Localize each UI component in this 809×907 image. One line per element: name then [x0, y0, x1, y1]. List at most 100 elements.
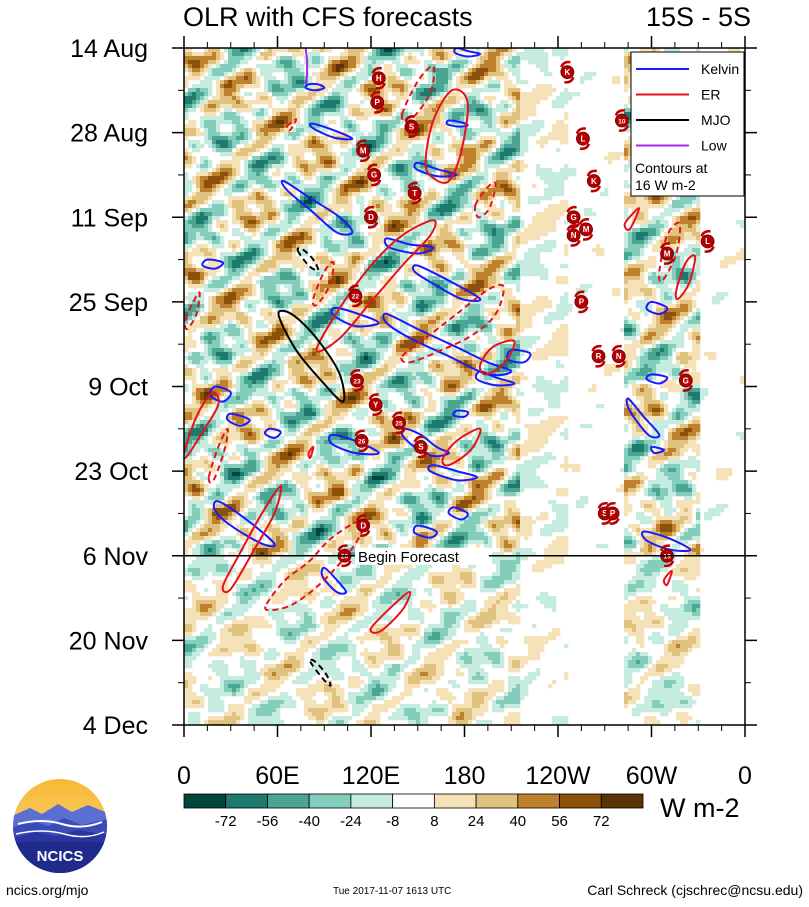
- legend-entry-label: ER: [701, 87, 720, 103]
- storm-label: T: [412, 189, 417, 198]
- storm-tail: [574, 290, 589, 314]
- colorbar-swatch: [308, 793, 352, 809]
- storm-marker: S: [413, 435, 429, 459]
- storm-marker: L: [700, 230, 715, 253]
- storm-icon: [566, 228, 581, 243]
- storm-icon: [700, 234, 715, 249]
- kelvin-contour: [474, 370, 516, 387]
- y-tick-label: 28 Aug: [70, 120, 148, 148]
- storm-tail: [404, 115, 419, 138]
- colorbar-swatch: [183, 793, 227, 809]
- x-tick-label: 180: [444, 762, 486, 790]
- legend-note: 16 W m-2: [635, 177, 696, 193]
- colorbar-swatch: [350, 793, 394, 809]
- colorbar-swatch: [433, 793, 477, 809]
- storm-label: 23: [353, 378, 361, 385]
- storm-marker: M: [659, 242, 675, 265]
- storm-tail: [575, 127, 591, 151]
- storm-tail: [566, 223, 581, 247]
- storm-marker: S: [404, 115, 419, 138]
- kelvin-contour: [308, 122, 354, 141]
- storm-label: S: [409, 122, 415, 131]
- storm-icon: [605, 506, 620, 521]
- storm-marker: M: [578, 217, 594, 241]
- storm-marker: P: [370, 91, 385, 114]
- kelvin-contour: [412, 524, 438, 539]
- colorbar-tick-label: -8: [386, 813, 399, 830]
- kelvin-contour: [645, 373, 669, 385]
- x-tick-label: 0: [177, 762, 191, 790]
- legend-note: Contours at: [635, 160, 707, 176]
- storm-label: S: [602, 509, 608, 518]
- kelvin-contour: [445, 119, 469, 128]
- colorbar-tick-label: -24: [340, 813, 362, 830]
- kelvin-contour: [625, 397, 661, 439]
- axes: 0 60E 120E 180 120W 60W 0 14 Aug 28 Aug 11 Sep 25 …: [69, 35, 757, 790]
- y-tick-label: 9 Oct: [88, 374, 148, 402]
- storm-tail: [368, 393, 383, 417]
- storm-icon: [591, 349, 606, 364]
- colorbar-swatch: [475, 793, 519, 809]
- storm-tail: [348, 284, 363, 308]
- storm-marker: 25: [391, 411, 407, 435]
- kelvin-contour: [506, 348, 532, 364]
- storm-label: 25: [395, 421, 403, 428]
- colorbar-swatch: [517, 793, 560, 809]
- storm-label: 26: [358, 439, 366, 446]
- y-tick-label: 4 Dec: [83, 712, 148, 740]
- storm-marker: D: [356, 514, 371, 537]
- storm-label: M: [664, 249, 671, 258]
- storm-tail: [349, 369, 365, 392]
- storm-tail: [413, 435, 429, 459]
- x-tick-label: 120E: [342, 762, 400, 790]
- y-tick-label: 20 Nov: [69, 627, 149, 655]
- storm-label: M: [360, 147, 367, 156]
- kelvin-contour: [304, 82, 326, 92]
- storm-marker: 22: [348, 284, 363, 308]
- kelvin-contour: [413, 161, 458, 178]
- y-tick-label: 25 Sep: [69, 289, 148, 317]
- er-contour: [184, 391, 220, 460]
- storm-tail: [354, 429, 369, 453]
- storm-icon: [579, 222, 593, 237]
- storm-label: Y: [373, 400, 379, 409]
- colorbar-tick-label: 40: [509, 813, 526, 830]
- y-tick-label: 14 Aug: [70, 35, 148, 63]
- storm-icon: [350, 373, 364, 388]
- colorbar-tick-label: -40: [298, 813, 320, 830]
- storm-marker: P: [574, 290, 589, 314]
- storm-marker: R: [591, 344, 606, 368]
- footer-author: Carl Schreck (cjschrec@ncsu.edu): [587, 882, 803, 898]
- ncics-logo: NCICS: [13, 779, 107, 873]
- storm-icon: [560, 65, 575, 80]
- storm-tail: [407, 181, 422, 205]
- storm-marker: 26: [354, 429, 369, 453]
- er-contour: [623, 207, 641, 231]
- storm-icon: [404, 119, 419, 134]
- er-contour: [473, 181, 497, 219]
- mjo-contour: [277, 309, 346, 403]
- storm-marker: G: [678, 369, 693, 392]
- kelvin-contour: [382, 312, 513, 377]
- er-contour: [674, 254, 697, 301]
- storm-tail: [560, 60, 575, 84]
- storm-icon: [348, 288, 363, 303]
- kelvin-contour: [452, 409, 469, 418]
- storm-marker: T: [407, 181, 422, 205]
- footer-url[interactable]: ncics.org/mjo: [6, 882, 89, 898]
- storm-label: R: [596, 352, 602, 361]
- er-contour: [311, 261, 335, 307]
- storm-tail: [659, 242, 675, 265]
- kelvin-contour: [212, 500, 276, 548]
- storm-icon: [356, 518, 371, 533]
- er-contour: [307, 445, 315, 459]
- storm-label: G: [570, 213, 576, 222]
- kelvin-contour: [263, 427, 282, 439]
- storm-label: H: [376, 74, 382, 83]
- storm-label: 22: [352, 294, 360, 301]
- storm-marker: N: [566, 223, 581, 247]
- storm-marker: L: [575, 127, 591, 151]
- storm-tail: [366, 163, 382, 187]
- storm-label: D: [368, 213, 374, 222]
- er-contour: [441, 427, 482, 467]
